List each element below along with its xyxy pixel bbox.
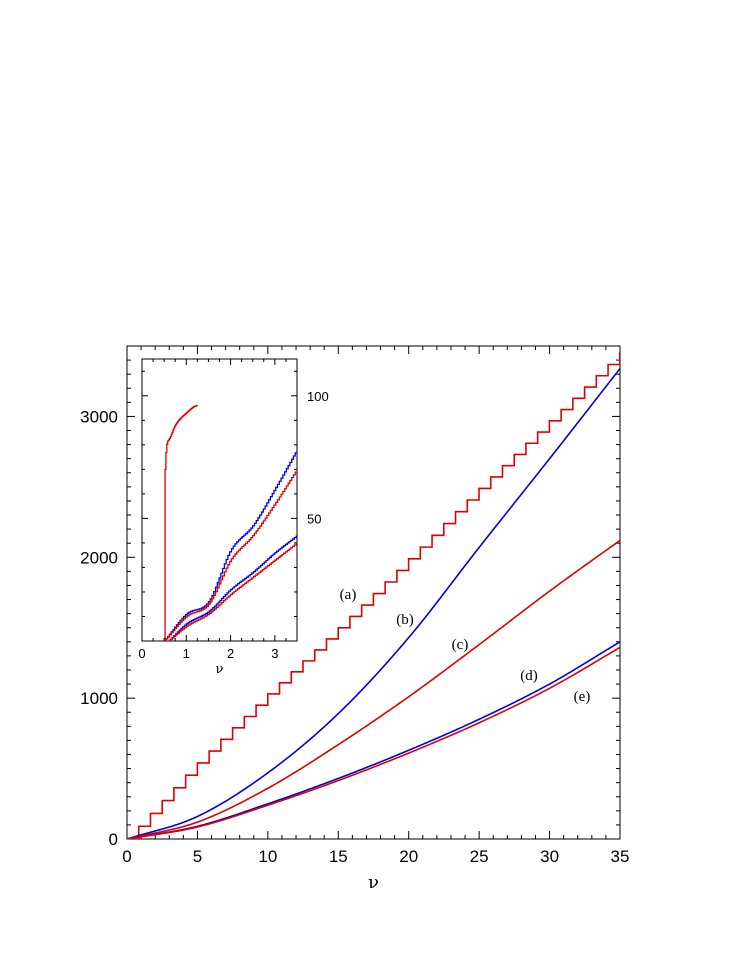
main-series-line-3 — [127, 539, 620, 839]
inset-series-line-3 — [164, 469, 297, 641]
main-x-tick-label: 35 — [611, 847, 630, 866]
inset-series-line-4 — [168, 535, 297, 641]
main-y-tick-label: 2000 — [80, 548, 118, 567]
inset-y-tick-label: 50 — [307, 511, 321, 526]
main-series-group — [127, 352, 620, 839]
main-y-tick-label: 0 — [109, 830, 118, 849]
main-ticks — [126, 345, 621, 840]
inset-y-tick-label: 100 — [307, 389, 329, 404]
main-x-tick-label: 20 — [399, 847, 418, 866]
main-x-tick-label: 30 — [540, 847, 559, 866]
main-series-line-2 — [127, 368, 620, 839]
inset-series-group — [164, 404, 297, 641]
inset-series-line-1 — [164, 404, 198, 641]
main-x-tick-label: 0 — [122, 847, 131, 866]
main-x-tick-label: 10 — [258, 847, 277, 866]
main-y-tick-label: 3000 — [80, 407, 118, 426]
curve-label-c: (c) — [452, 637, 469, 653]
curve-label-b: (b) — [396, 612, 414, 628]
inset-series-line-5 — [168, 542, 297, 641]
main-series-line-1 — [127, 352, 620, 839]
inset-plot: 0 1 2 3 50 100 ν — [138, 358, 329, 677]
inset-series-line-2 — [164, 449, 297, 641]
curve-label-e: (e) — [574, 689, 591, 705]
inset-x-tick-label: 3 — [271, 646, 278, 661]
inset-x-tick-label: 1 — [183, 646, 190, 661]
main-x-tick-label: 25 — [470, 847, 489, 866]
inset-plot-frame — [141, 358, 298, 642]
inset-x-tick-label: 0 — [138, 646, 145, 661]
main-series-line-5 — [127, 646, 620, 839]
main-x-axis-label: ν — [368, 872, 379, 893]
curve-label-d: (d) — [520, 668, 538, 684]
main-x-tick-label: 15 — [329, 847, 348, 866]
main-y-tick-label: 1000 — [80, 689, 118, 708]
inset-x-axis-label: ν — [216, 662, 224, 677]
inset-x-tick-label: 2 — [227, 646, 234, 661]
main-x-tick-label: 5 — [193, 847, 202, 866]
inset-ticks — [141, 359, 298, 642]
curve-label-a: (a) — [340, 587, 357, 603]
